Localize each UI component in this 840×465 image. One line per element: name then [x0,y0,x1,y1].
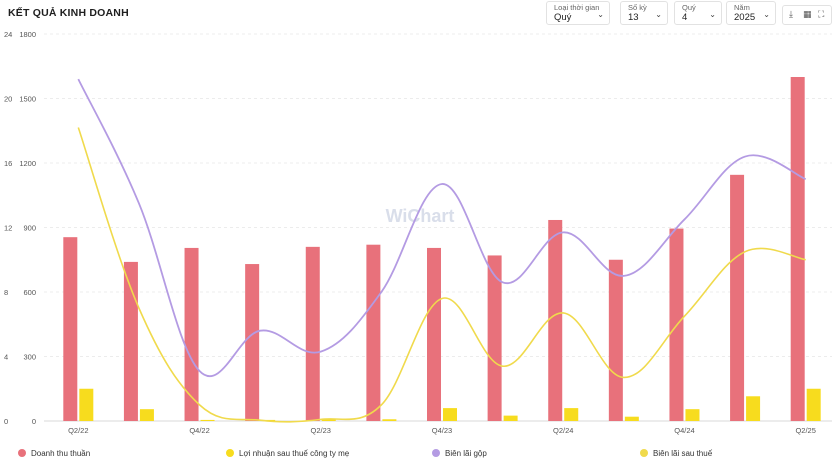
revenue-bar [548,219,563,421]
profit-bar [624,416,639,421]
profit-bar [200,419,215,421]
left-axis-tick-label: 4 [4,353,8,362]
quarter-label: Quý [682,3,696,12]
revenue-bar [790,77,805,421]
profit-bar [321,418,336,421]
quarter-select[interactable]: Quý 4 ⌄ [674,1,722,25]
x-axis-tick-label: Q4/22 [189,426,209,435]
legend-label: Biên lãi gộp [445,449,487,458]
left-axis-tick-label: 20 [4,95,12,104]
legend-item[interactable]: Doanh thu thuần [18,449,90,458]
profit-bar [564,408,579,421]
period-type-select[interactable]: Loại thời gian Quý ⌄ [546,1,610,25]
quarter-value: 4 [682,12,688,23]
profit-bar [685,409,700,421]
year-value: 2025 [734,12,756,23]
right-axis-tick-label: 600 [23,288,36,297]
gross-margin-line [77,78,807,378]
download-icon[interactable]: ⤓ [789,9,793,19]
chevron-down-icon: ⌄ [709,10,716,19]
fullscreen-icon[interactable]: ⛶ [818,9,825,19]
business-results-chart: 0 4 8 12 16 20 24 0 300 600 900 1200 1500 1800 WiChart… [4,30,832,435]
legend-item[interactable]: Lợi nhuận sau thuế công ty mẹ [226,449,349,458]
year-select[interactable]: Năm 2025 ⌄ [726,1,776,25]
chevron-down-icon: ⌄ [763,10,770,19]
period-count-select[interactable]: Số kỳ 13 ⌄ [620,1,668,25]
chevron-down-icon: ⌄ [597,10,604,19]
left-axis-tick-label: 24 [4,30,12,39]
right-axis-tick-label: 900 [23,224,36,233]
left-axis-tick-label: 0 [4,417,8,426]
profit-bar [79,388,94,421]
left-axis-tick-label: 16 [4,159,12,168]
right-axis-tick-label: 1500 [19,95,36,104]
x-axis-tick-label: Q2/23 [311,426,331,435]
right-axis-tick-label: 0 [32,417,36,426]
revenue-bar [366,244,381,421]
x-axis-tick-label: Q4/23 [432,426,452,435]
legend-label: Lợi nhuận sau thuế công ty mẹ [239,449,350,458]
legend-label: Doanh thu thuần [31,449,91,458]
chart-toolbar: ⤓ ▦ ⛶ [782,5,832,25]
profit-bar [139,409,154,421]
x-axis-tick-label: Q4/24 [674,426,694,435]
excel-icon[interactable]: ▦ [803,9,812,19]
profit-bar [503,415,518,421]
right-axis-tick-label: 300 [23,353,36,362]
right-axis-tick-label: 1200 [19,159,36,168]
revenue-bar [427,247,441,421]
revenue-bar [608,259,623,421]
profit-bar [443,408,457,421]
chevron-down-icon: ⌄ [655,10,662,19]
year-label: Năm [734,3,750,12]
revenue-bar [487,255,502,421]
x-axis-tick-label: Q2/25 [795,426,815,435]
period-count-value: 13 [628,12,639,23]
revenue-bar [245,264,260,421]
legend-dot-icon [18,449,26,457]
legend-dot-icon [226,449,234,457]
right-axis-tick-label: 1800 [19,30,36,39]
left-axis-tick-label: 8 [4,288,8,297]
revenue-bar [123,261,138,421]
revenue-bar [305,246,320,421]
chart-legend: Doanh thu thuần Lợi nhuận sau thuế công t… [0,449,840,461]
watermark-text: WiChart [386,206,455,226]
profit-bar [806,388,821,421]
page-title: KẾT QUẢ KINH DOANH [8,7,129,19]
legend-dot-icon [432,449,440,457]
x-axis-tick-label: Q2/24 [553,426,573,435]
revenue-bar [730,174,745,421]
revenue-bar [63,237,78,421]
x-axis-tick-label: Q2/22 [68,426,88,435]
profit-bar [746,396,761,421]
legend-label: Biên lãi sau thuế [653,449,713,458]
left-axis-tick-label: 12 [4,224,12,233]
period-type-label: Loại thời gian [554,3,600,12]
period-count-label: Số kỳ [628,3,647,12]
period-type-value: Quý [554,12,572,23]
legend-item[interactable]: Biên lãi gộp [432,449,487,458]
legend-item[interactable]: Biên lãi sau thuế [640,449,712,458]
revenue-bar [184,247,199,421]
profit-bar [382,419,397,421]
net-margin-line [77,127,806,423]
legend-dot-icon [640,449,648,457]
